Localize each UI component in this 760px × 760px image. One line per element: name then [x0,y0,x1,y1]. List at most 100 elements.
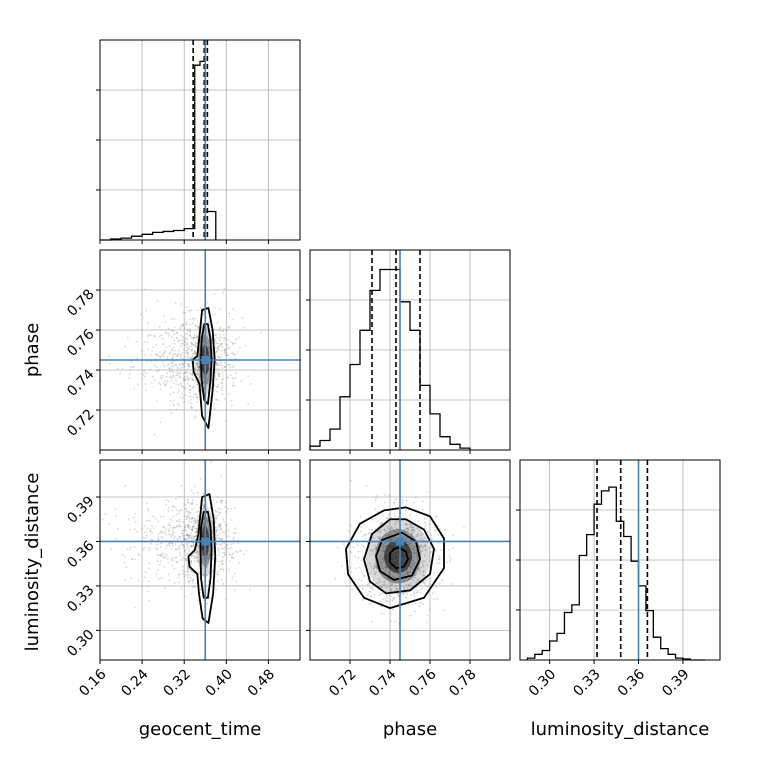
sample-point [371,529,373,531]
sample-point [220,343,223,346]
sample-point [173,535,176,538]
sample-point [172,505,175,508]
sample-point [425,579,428,582]
sample-point [361,587,364,590]
sample-point [207,346,210,349]
sample-point [380,554,383,557]
sample-point [160,542,163,544]
sample-point [181,385,183,388]
sample-point [227,376,230,379]
sample-point [206,602,208,605]
sample-point [232,575,235,578]
sample-point [197,327,200,329]
sample-point [411,533,414,536]
sample-point [214,526,217,529]
sample-point [187,552,190,555]
sample-point [189,511,192,514]
contour-line [345,506,445,610]
sample-point [187,329,190,332]
sample-point [406,528,409,531]
sample-point [379,572,382,575]
sample-point [360,579,363,582]
sample-point [379,536,382,539]
sample-point [448,549,450,552]
sample-point [181,339,184,341]
sample-point [185,306,188,308]
sample-point [231,553,233,556]
sample-point [185,355,187,358]
sample-point [124,345,127,348]
sample-point [226,547,228,550]
sample-point [216,529,219,532]
sample-point [384,566,387,569]
sample-point [397,595,400,597]
sample-point [220,578,223,581]
hist-phase-frame [309,249,511,451]
sample-point [156,548,159,551]
sample-point [215,510,218,513]
sample-point [382,558,385,561]
xtick-label: 0.24 [118,666,151,699]
sample-point [196,401,198,403]
sample-point [376,520,379,523]
sample-point [402,579,405,582]
sample-point [215,347,217,349]
sample-point [238,336,240,339]
sample-point [108,355,111,358]
sample-point [110,548,112,551]
sample-point [415,496,417,499]
sample-point [182,336,184,339]
sample-point [171,557,174,560]
sample-point [198,365,201,368]
sample-point [384,544,387,547]
sample-point [215,573,218,576]
sample-point [385,565,387,568]
sample-point [190,342,193,345]
sample-point [170,336,173,338]
sample-point [188,550,191,553]
sample-point [423,554,426,557]
sample-point [188,345,191,348]
sample-point [151,375,154,378]
sample-point [174,353,177,355]
sample-point [383,528,385,531]
sample-point [187,355,190,358]
sample-point [198,366,201,368]
sample-point [406,572,409,574]
sample-point [156,553,159,556]
sample-point [195,531,197,534]
sample-point [433,572,435,575]
sample-point [215,543,218,546]
sample-point [214,375,217,378]
sample-point [410,523,412,526]
sample-point [215,385,218,388]
sample-point [410,545,413,547]
sample-point [143,353,146,356]
sample-point [383,577,386,580]
sample-point [181,529,184,532]
sample-point [233,557,235,559]
sample-point [170,559,173,561]
sample-point [427,531,429,534]
sample-point [188,384,191,387]
sample-point [171,348,173,351]
sample-point [232,342,235,345]
sample-point [180,382,183,385]
sample-point [406,524,409,526]
sample-point [227,535,230,538]
sample-point [181,535,184,538]
sample-point [194,366,196,369]
sample-point [182,366,185,369]
sample-point [184,548,187,551]
sample-point [411,566,413,569]
sample-point [168,542,170,545]
sample-point [183,362,186,365]
sample-point [215,368,217,371]
sample-point [168,367,171,370]
sample-point [166,332,168,335]
sample-point [223,369,226,372]
sample-point [194,535,197,538]
sample-point [195,530,198,533]
sample-point [220,381,223,384]
sample-point [186,533,189,536]
